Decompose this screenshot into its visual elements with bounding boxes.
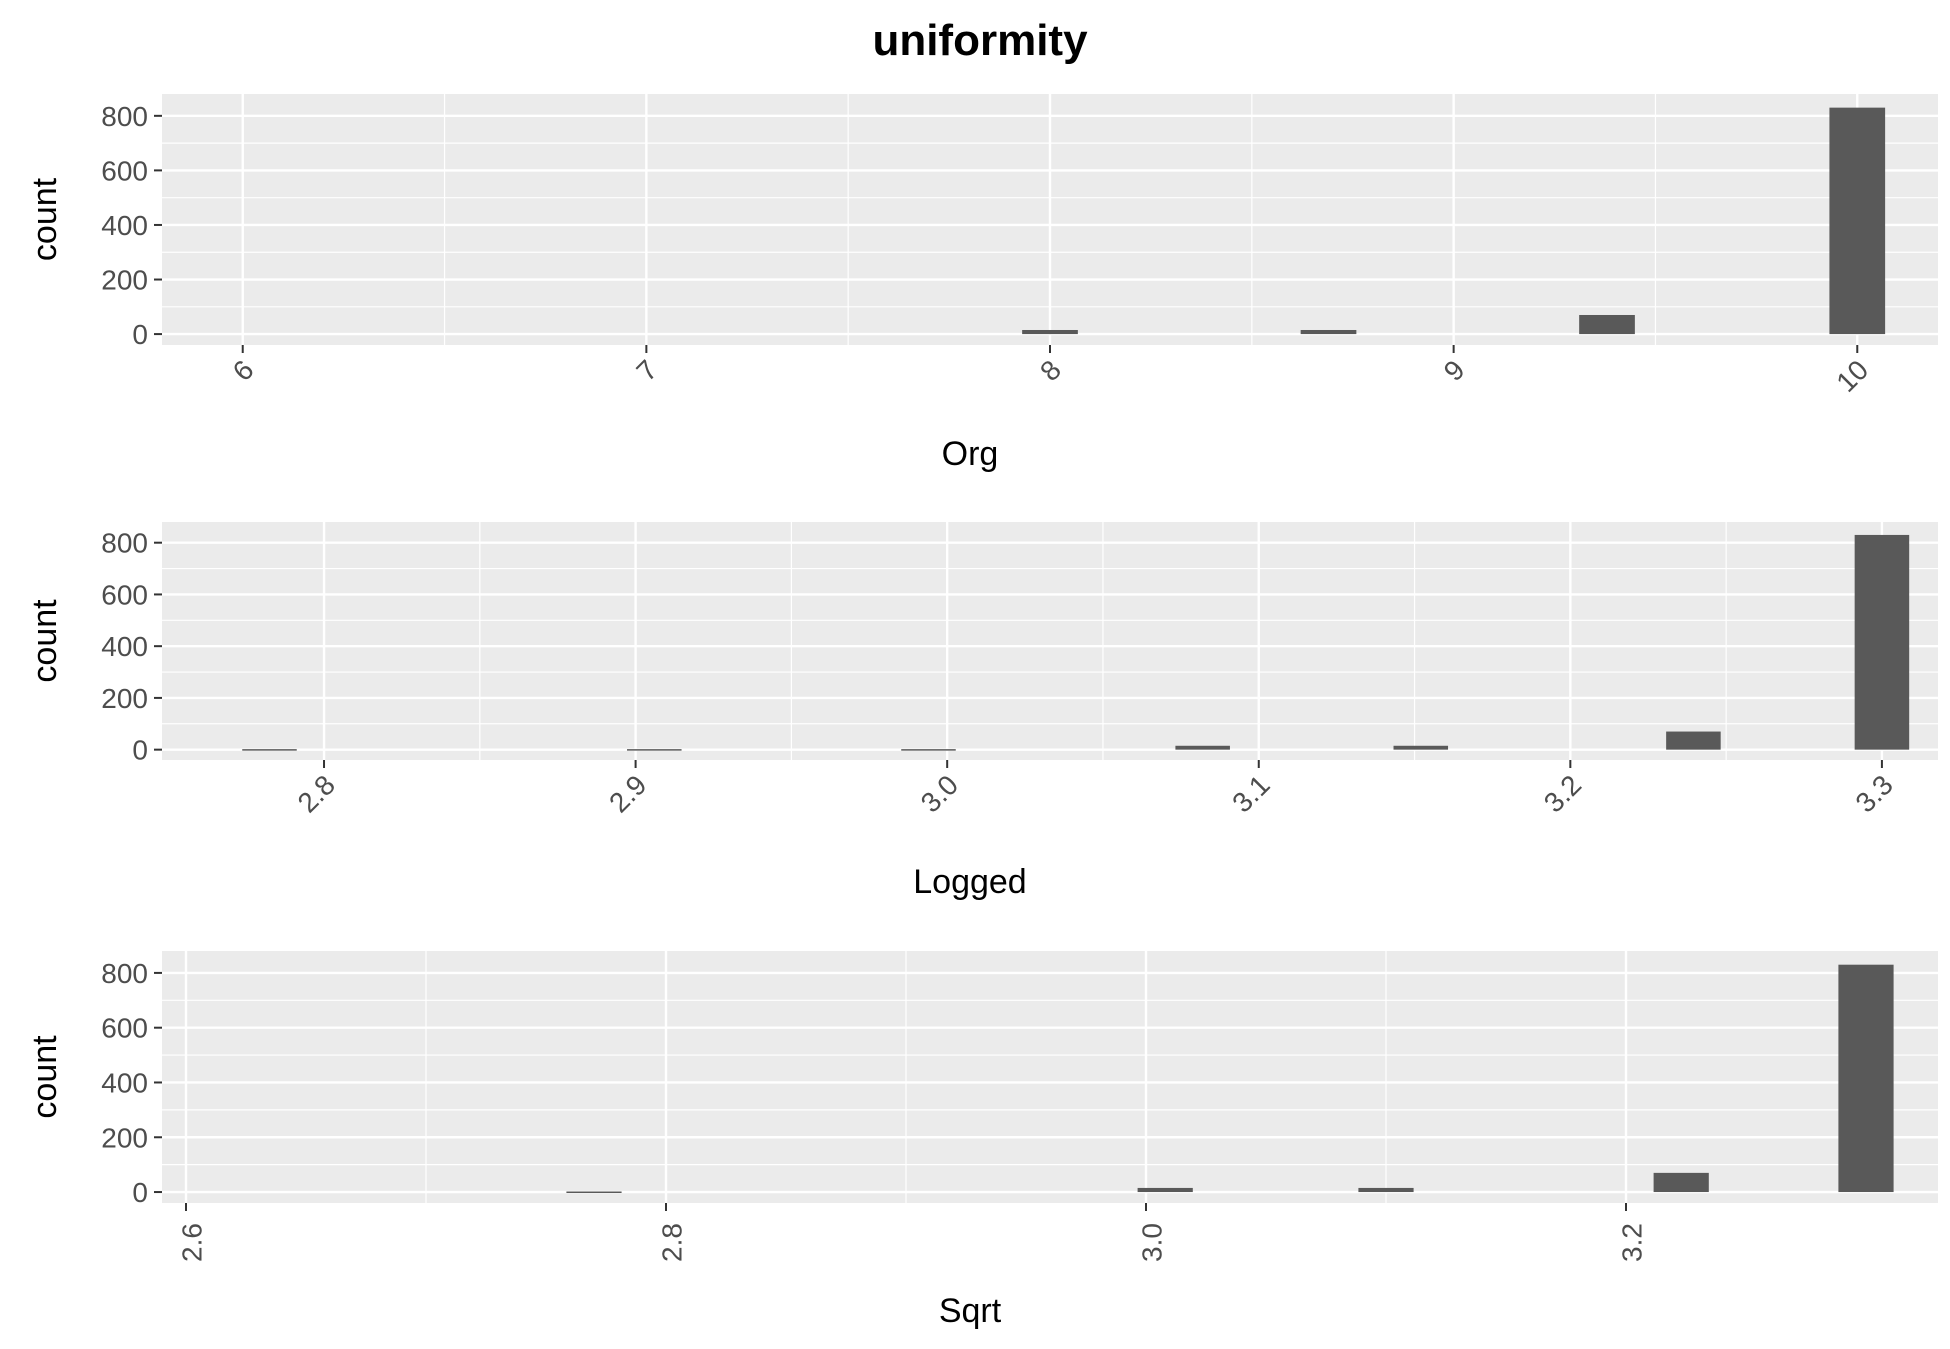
histogram-bar bbox=[1175, 745, 1230, 750]
histogram-bar bbox=[1666, 731, 1721, 750]
y-tick-label: 800 bbox=[101, 958, 148, 989]
x-tick-label: 3.2 bbox=[1617, 1223, 1648, 1262]
x-tick-label: 3.3 bbox=[1849, 769, 1898, 818]
x-axis-title: Sqrt bbox=[939, 1292, 1002, 1330]
histogram-bar bbox=[1838, 964, 1894, 1193]
x-tick-label: 8 bbox=[1034, 354, 1067, 387]
panel-background bbox=[162, 522, 1938, 760]
y-axis-title: count bbox=[26, 599, 64, 683]
histogram-bar bbox=[627, 749, 682, 751]
histogram-bar bbox=[1653, 1172, 1709, 1193]
x-tick-label: 10 bbox=[1830, 354, 1874, 398]
histogram-bar bbox=[1022, 329, 1078, 335]
y-tick-label: 800 bbox=[101, 101, 148, 132]
x-tick-label: 3.1 bbox=[1226, 769, 1275, 818]
y-axis-title: count bbox=[26, 177, 64, 261]
y-tick-label: 200 bbox=[101, 265, 148, 296]
histogram-bar bbox=[1829, 107, 1886, 335]
histogram-bar bbox=[1854, 534, 1910, 750]
histogram-bar bbox=[1358, 1187, 1414, 1193]
y-tick-label: 600 bbox=[101, 155, 148, 186]
x-tick-label: 2.8 bbox=[292, 769, 341, 818]
histogram-bar bbox=[566, 1191, 622, 1193]
x-tick-label: 3.0 bbox=[1137, 1223, 1168, 1262]
y-tick-label: 400 bbox=[101, 1067, 148, 1098]
y-axis-title: count bbox=[26, 1035, 64, 1119]
histogram-bar bbox=[1137, 1187, 1193, 1193]
x-tick-label: 9 bbox=[1438, 354, 1471, 387]
x-tick-label: 2.6 bbox=[177, 1223, 208, 1262]
x-tick-label: 6 bbox=[227, 354, 260, 387]
chart-title: uniformity bbox=[872, 16, 1088, 65]
y-tick-label: 600 bbox=[101, 579, 148, 610]
x-axis-title: Org bbox=[942, 435, 999, 473]
y-tick-label: 200 bbox=[101, 683, 148, 714]
histogram-bar bbox=[1579, 314, 1635, 335]
y-tick-label: 0 bbox=[132, 319, 148, 350]
panel-background bbox=[162, 951, 1938, 1203]
y-tick-label: 400 bbox=[101, 210, 148, 241]
x-tick-label: 2.8 bbox=[657, 1223, 688, 1262]
histogram-panels: 0 200 400 600 800 6 7 8 9 10 Org count 0 200 400 600 800… bbox=[26, 94, 1938, 1330]
histogram-bar bbox=[1393, 745, 1449, 750]
panel-org: 0 200 400 600 800 6 7 8 9 10 Org count bbox=[26, 94, 1938, 473]
histogram-bar bbox=[901, 749, 956, 751]
y-tick-label: 0 bbox=[132, 1177, 148, 1208]
x-tick-label: 3.0 bbox=[915, 769, 964, 818]
y-tick-label: 200 bbox=[101, 1122, 148, 1153]
histogram-bar bbox=[242, 749, 297, 751]
panel-sqrt: 0 200 400 600 800 2.6 2.8 3.0 3.2 Sqrt count bbox=[26, 951, 1938, 1330]
y-tick-label: 0 bbox=[132, 735, 148, 766]
x-axis-title: Logged bbox=[913, 863, 1026, 901]
y-tick-label: 800 bbox=[101, 528, 148, 559]
x-tick-label: 7 bbox=[630, 354, 663, 387]
x-tick-label: 3.2 bbox=[1538, 769, 1587, 818]
x-tick-label: 2.9 bbox=[603, 769, 652, 818]
y-tick-label: 400 bbox=[101, 631, 148, 662]
histogram-bar bbox=[1300, 329, 1357, 335]
y-tick-label: 600 bbox=[101, 1013, 148, 1044]
panel-logged: 0 200 400 600 800 2.8 2.9 3.0 3.1 3.2 3.3 Logged cou… bbox=[26, 522, 1938, 901]
